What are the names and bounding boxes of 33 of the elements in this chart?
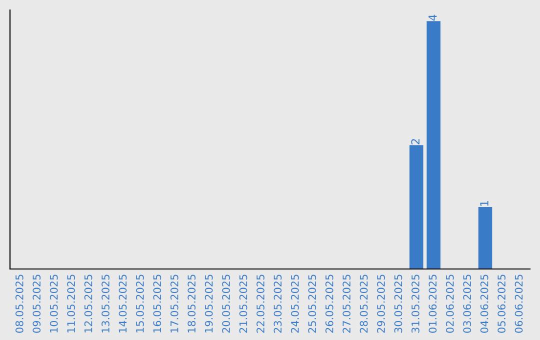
- x-tick-label: 10.05.2025: [50, 274, 58, 332]
- x-tick-label: 15.05.2025: [136, 274, 144, 332]
- x-tick-label: 19.05.2025: [204, 274, 213, 332]
- x-tick-label: 11.05.2025: [67, 274, 76, 332]
- x-tick-label: 04.06.2025: [480, 274, 488, 333]
- x-tick-label: 06.06.2025: [514, 274, 523, 333]
- x-tick-label: 20.05.2025: [222, 274, 230, 333]
- x-tick-label: 22.05.2025: [256, 274, 264, 333]
- x-tick-label: 12.05.2025: [84, 274, 92, 332]
- data-label: 4: [428, 14, 437, 21]
- x-tick-label: 27.05.2025: [342, 274, 351, 333]
- x-tick-label: 31.05.2025: [412, 274, 420, 333]
- x-tick-label: 01.06.2025: [428, 274, 437, 333]
- x-tick-label: 09.05.2025: [32, 274, 41, 333]
- x-tick-label: 14.05.2025: [118, 274, 127, 332]
- x-tick-label: 03.06.2025: [463, 274, 472, 333]
- x-tick-label: 23.05.2025: [274, 274, 282, 333]
- x-tick-label: 25.05.2025: [308, 274, 316, 333]
- x-tick-label: 24.05.2025: [290, 274, 299, 333]
- x-tick-label: 05.06.2025: [498, 274, 506, 333]
- x-tick-label: 16.05.2025: [153, 274, 162, 332]
- x-tick-label: 28.05.2025: [360, 274, 368, 333]
- data-label: 1: [480, 200, 488, 206]
- x-tick-label: 13.05.2025: [102, 274, 110, 332]
- x-tick-label: 17.05.2025: [170, 274, 178, 332]
- data-label: 2: [411, 139, 420, 144]
- x-tick-label: 26.05.2025: [325, 274, 334, 333]
- x-tick-label: 02.06.2025: [446, 274, 454, 333]
- x-tick-label: 21.05.2025: [239, 274, 248, 333]
- x-tick-label: 08.05.2025: [15, 274, 24, 333]
- x-tick-label: 18.05.2025: [188, 274, 196, 332]
- x-tick-label: 29.05.2025: [377, 274, 385, 333]
- x-tick-label: 30.05.2025: [394, 274, 402, 333]
